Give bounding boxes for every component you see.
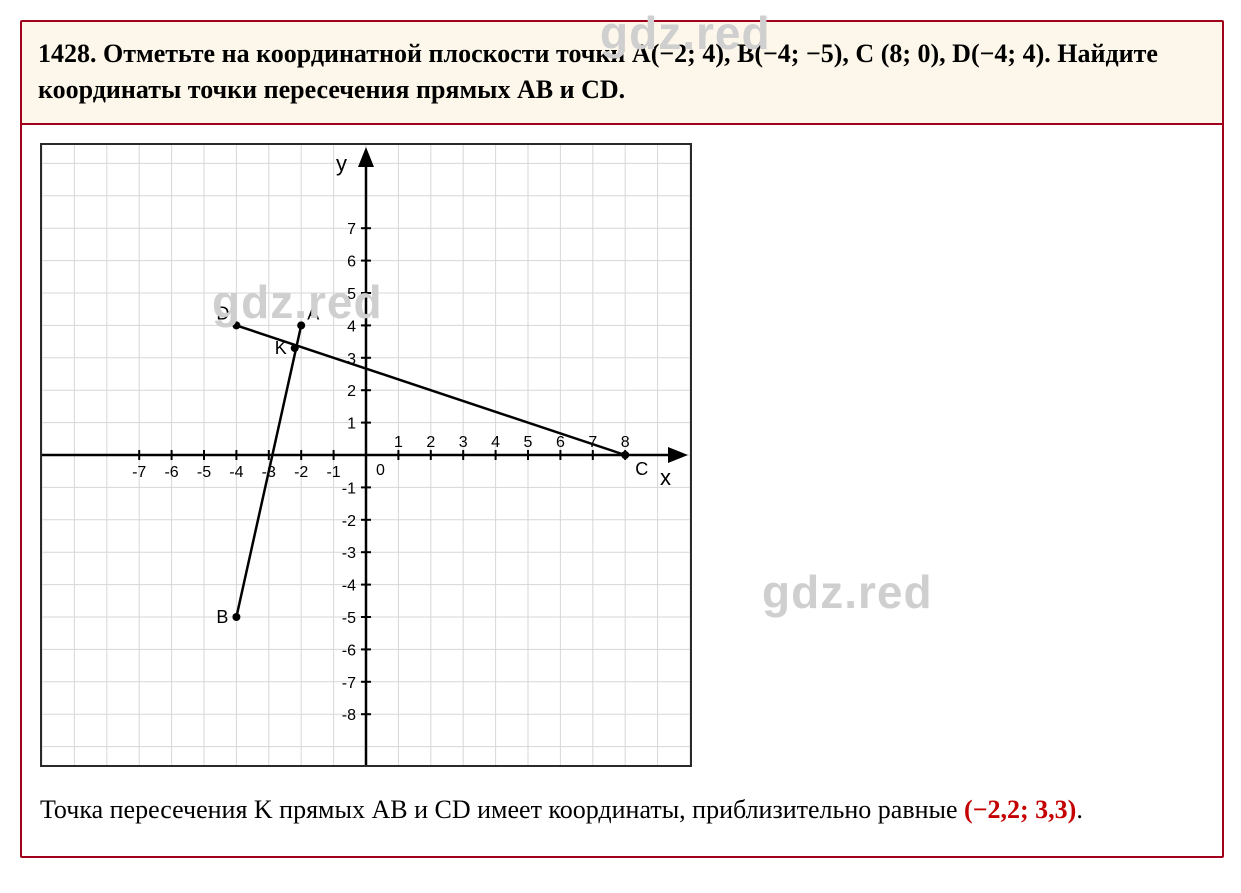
problem-statement: 1428. Отметьте на координатной плоскости…	[22, 22, 1222, 125]
svg-text:-7: -7	[342, 675, 356, 692]
svg-text:-2: -2	[342, 513, 356, 530]
solution-area: -7-6-5-4-3-2-1123456781234567-1-2-3-4-5-…	[22, 125, 1222, 857]
svg-text:-8: -8	[342, 707, 356, 724]
coordinate-plane: -7-6-5-4-3-2-1123456781234567-1-2-3-4-5-…	[40, 143, 692, 767]
svg-text:-4: -4	[342, 577, 356, 594]
problem-container: 1428. Отметьте на координатной плоскости…	[20, 20, 1224, 858]
svg-text:K: K	[275, 338, 287, 358]
svg-text:-1: -1	[326, 464, 340, 481]
answer-lead: Точка пересечения K прямых AB и CD имеет…	[40, 795, 964, 824]
svg-text:1: 1	[394, 434, 403, 451]
svg-text:5: 5	[347, 286, 356, 303]
svg-text:y: y	[336, 151, 347, 176]
svg-text:2: 2	[347, 383, 356, 400]
answer-coords: (−2,2; 3,3)	[964, 795, 1076, 824]
svg-text:7: 7	[347, 221, 356, 238]
svg-text:-2: -2	[294, 464, 308, 481]
svg-text:-6: -6	[342, 642, 356, 659]
svg-text:-1: -1	[342, 480, 356, 497]
svg-text:A: A	[307, 303, 319, 323]
watermark-2: gdz.red	[762, 565, 933, 619]
svg-text:-6: -6	[164, 464, 178, 481]
page: 1428. Отметьте на координатной плоскости…	[0, 0, 1241, 893]
svg-text:6: 6	[556, 434, 565, 451]
svg-text:3: 3	[459, 434, 468, 451]
svg-text:-5: -5	[342, 610, 356, 627]
svg-text:4: 4	[491, 434, 500, 451]
svg-text:2: 2	[426, 434, 435, 451]
svg-text:-7: -7	[132, 464, 146, 481]
answer-tail: .	[1076, 795, 1083, 824]
chart-svg: -7-6-5-4-3-2-1123456781234567-1-2-3-4-5-…	[42, 145, 690, 765]
svg-text:1: 1	[347, 415, 356, 432]
svg-text:B: B	[216, 607, 228, 627]
svg-text:C: C	[635, 459, 648, 479]
svg-text:6: 6	[347, 253, 356, 270]
svg-text:D: D	[216, 303, 229, 323]
answer-text: Точка пересечения K прямых AB и CD имеет…	[40, 789, 1204, 831]
svg-text:8: 8	[621, 434, 630, 451]
svg-text:0: 0	[376, 462, 385, 479]
svg-text:-5: -5	[197, 464, 211, 481]
svg-text:5: 5	[524, 434, 533, 451]
svg-text:x: x	[660, 465, 671, 490]
problem-text: 1428. Отметьте на координатной плоскости…	[38, 39, 1158, 104]
svg-text:-4: -4	[229, 464, 243, 481]
svg-text:-3: -3	[342, 545, 356, 562]
svg-text:4: 4	[347, 318, 356, 335]
